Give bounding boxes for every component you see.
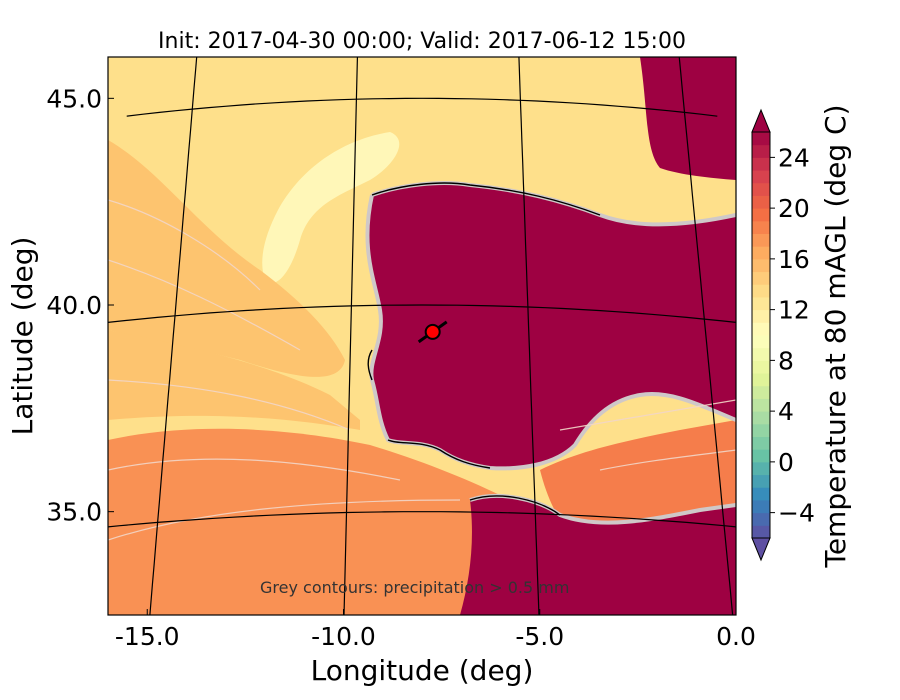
colorbar-tick-label: 16 [778, 245, 810, 274]
colorbar: −4 0 4 8 12 16 20 24 Temperature at 80 mAGL (de… [751, 104, 852, 569]
lat-gridline [108, 511, 736, 528]
coast-outline [367, 182, 601, 516]
colorbar-band [752, 461, 770, 476]
iberian-land [367, 183, 736, 469]
colorbar-band [752, 309, 770, 323]
colorbar-band [752, 436, 770, 450]
colorbar-tick-label: 4 [778, 397, 794, 426]
colorbar-band [752, 195, 770, 209]
colorbar-band [752, 220, 770, 234]
colorbar-band [752, 398, 770, 412]
x-tick-label: -5.0 [515, 622, 564, 651]
colorbar-band [752, 449, 770, 463]
colorbar-band [752, 347, 770, 361]
lat-gridline [108, 304, 736, 324]
map-area [108, 57, 736, 615]
colorbar-band [752, 411, 770, 425]
y-tick-label: 35.0 [46, 498, 102, 527]
colorbar-band [752, 335, 770, 349]
colorbar-band [752, 258, 770, 273]
y-tick-label: 45.0 [46, 84, 102, 113]
x-axis-ticks: -15.0 -10.0 -5.0 0.0 [115, 609, 756, 651]
colorbar-tick-label: 24 [778, 143, 810, 172]
chart-title: Init: 2017-04-30 00:00; Valid: 2017-06-1… [158, 29, 686, 54]
sea-south-region [108, 428, 510, 615]
colorbar-extend-max [751, 108, 771, 133]
x-tick-label: 0.0 [716, 622, 756, 651]
sea-central-region [108, 140, 345, 377]
france-land [640, 57, 736, 180]
colorbar-tick-label: −4 [778, 499, 815, 528]
colorbar-band [752, 373, 770, 387]
colorbar-band [752, 296, 770, 311]
latitude-gridlines [108, 97, 736, 528]
colorbar-band [752, 525, 770, 539]
sea-cool-region [262, 132, 400, 284]
colorbar-band [752, 322, 770, 336]
colorbar-band [752, 499, 770, 514]
colorbar-band [752, 144, 770, 158]
colorbar-bands [751, 108, 771, 562]
colorbar-band [752, 157, 770, 171]
colorbar-tick-label: 12 [778, 296, 810, 325]
colorbar-extend-min [751, 537, 771, 562]
colorbar-band [752, 487, 770, 501]
lon-gridline [149, 57, 198, 615]
colorbar-band [752, 246, 770, 260]
location-marker-group [417, 320, 448, 344]
colorbar-band [752, 208, 770, 222]
x-tick-label: -15.0 [115, 622, 180, 651]
colorbar-band [752, 170, 770, 184]
temperature-contour-lines [108, 199, 736, 541]
colorbar-tick-label: 20 [778, 194, 810, 223]
y-tick-label: 40.0 [46, 291, 102, 320]
lon-gridline [518, 57, 540, 615]
plot-frame [107, 56, 737, 616]
colorbar-band [752, 512, 770, 526]
y-axis-label: Latitude (deg) [6, 237, 39, 436]
colorbar-tick-label: 0 [778, 448, 794, 477]
precipitation-annotation: Grey contours: precipitation > 0.5 mm [260, 578, 569, 597]
colorbar-band [752, 233, 770, 247]
longitude-gridlines [149, 57, 734, 615]
africa-land [460, 495, 736, 615]
colorbar-band [752, 284, 770, 298]
sea-central-band [108, 330, 360, 430]
colorbar-band [752, 385, 770, 399]
lon-gridline [678, 57, 734, 615]
colorbar-band [752, 271, 770, 285]
lon-gridline [343, 57, 359, 615]
location-marker [424, 323, 441, 340]
colorbar-label: Temperature at 80 mAGL (deg C) [819, 104, 852, 568]
colorbar-ticks: −4 0 4 8 12 16 20 24 [770, 143, 815, 528]
x-tick-label: -10.0 [311, 622, 376, 651]
colorbar-band [752, 474, 770, 488]
colorbar-band [752, 132, 770, 146]
colorbar-band [752, 423, 770, 437]
colorbar-band [752, 360, 770, 374]
y-axis-ticks: 35.0 40.0 45.0 [46, 84, 114, 527]
colorbar-frame [751, 131, 771, 539]
lat-gridline [126, 97, 718, 117]
colorbar-tick-label: 8 [778, 346, 794, 375]
colorbar-band [752, 182, 770, 196]
x-axis-label: Longitude (deg) [311, 654, 534, 687]
